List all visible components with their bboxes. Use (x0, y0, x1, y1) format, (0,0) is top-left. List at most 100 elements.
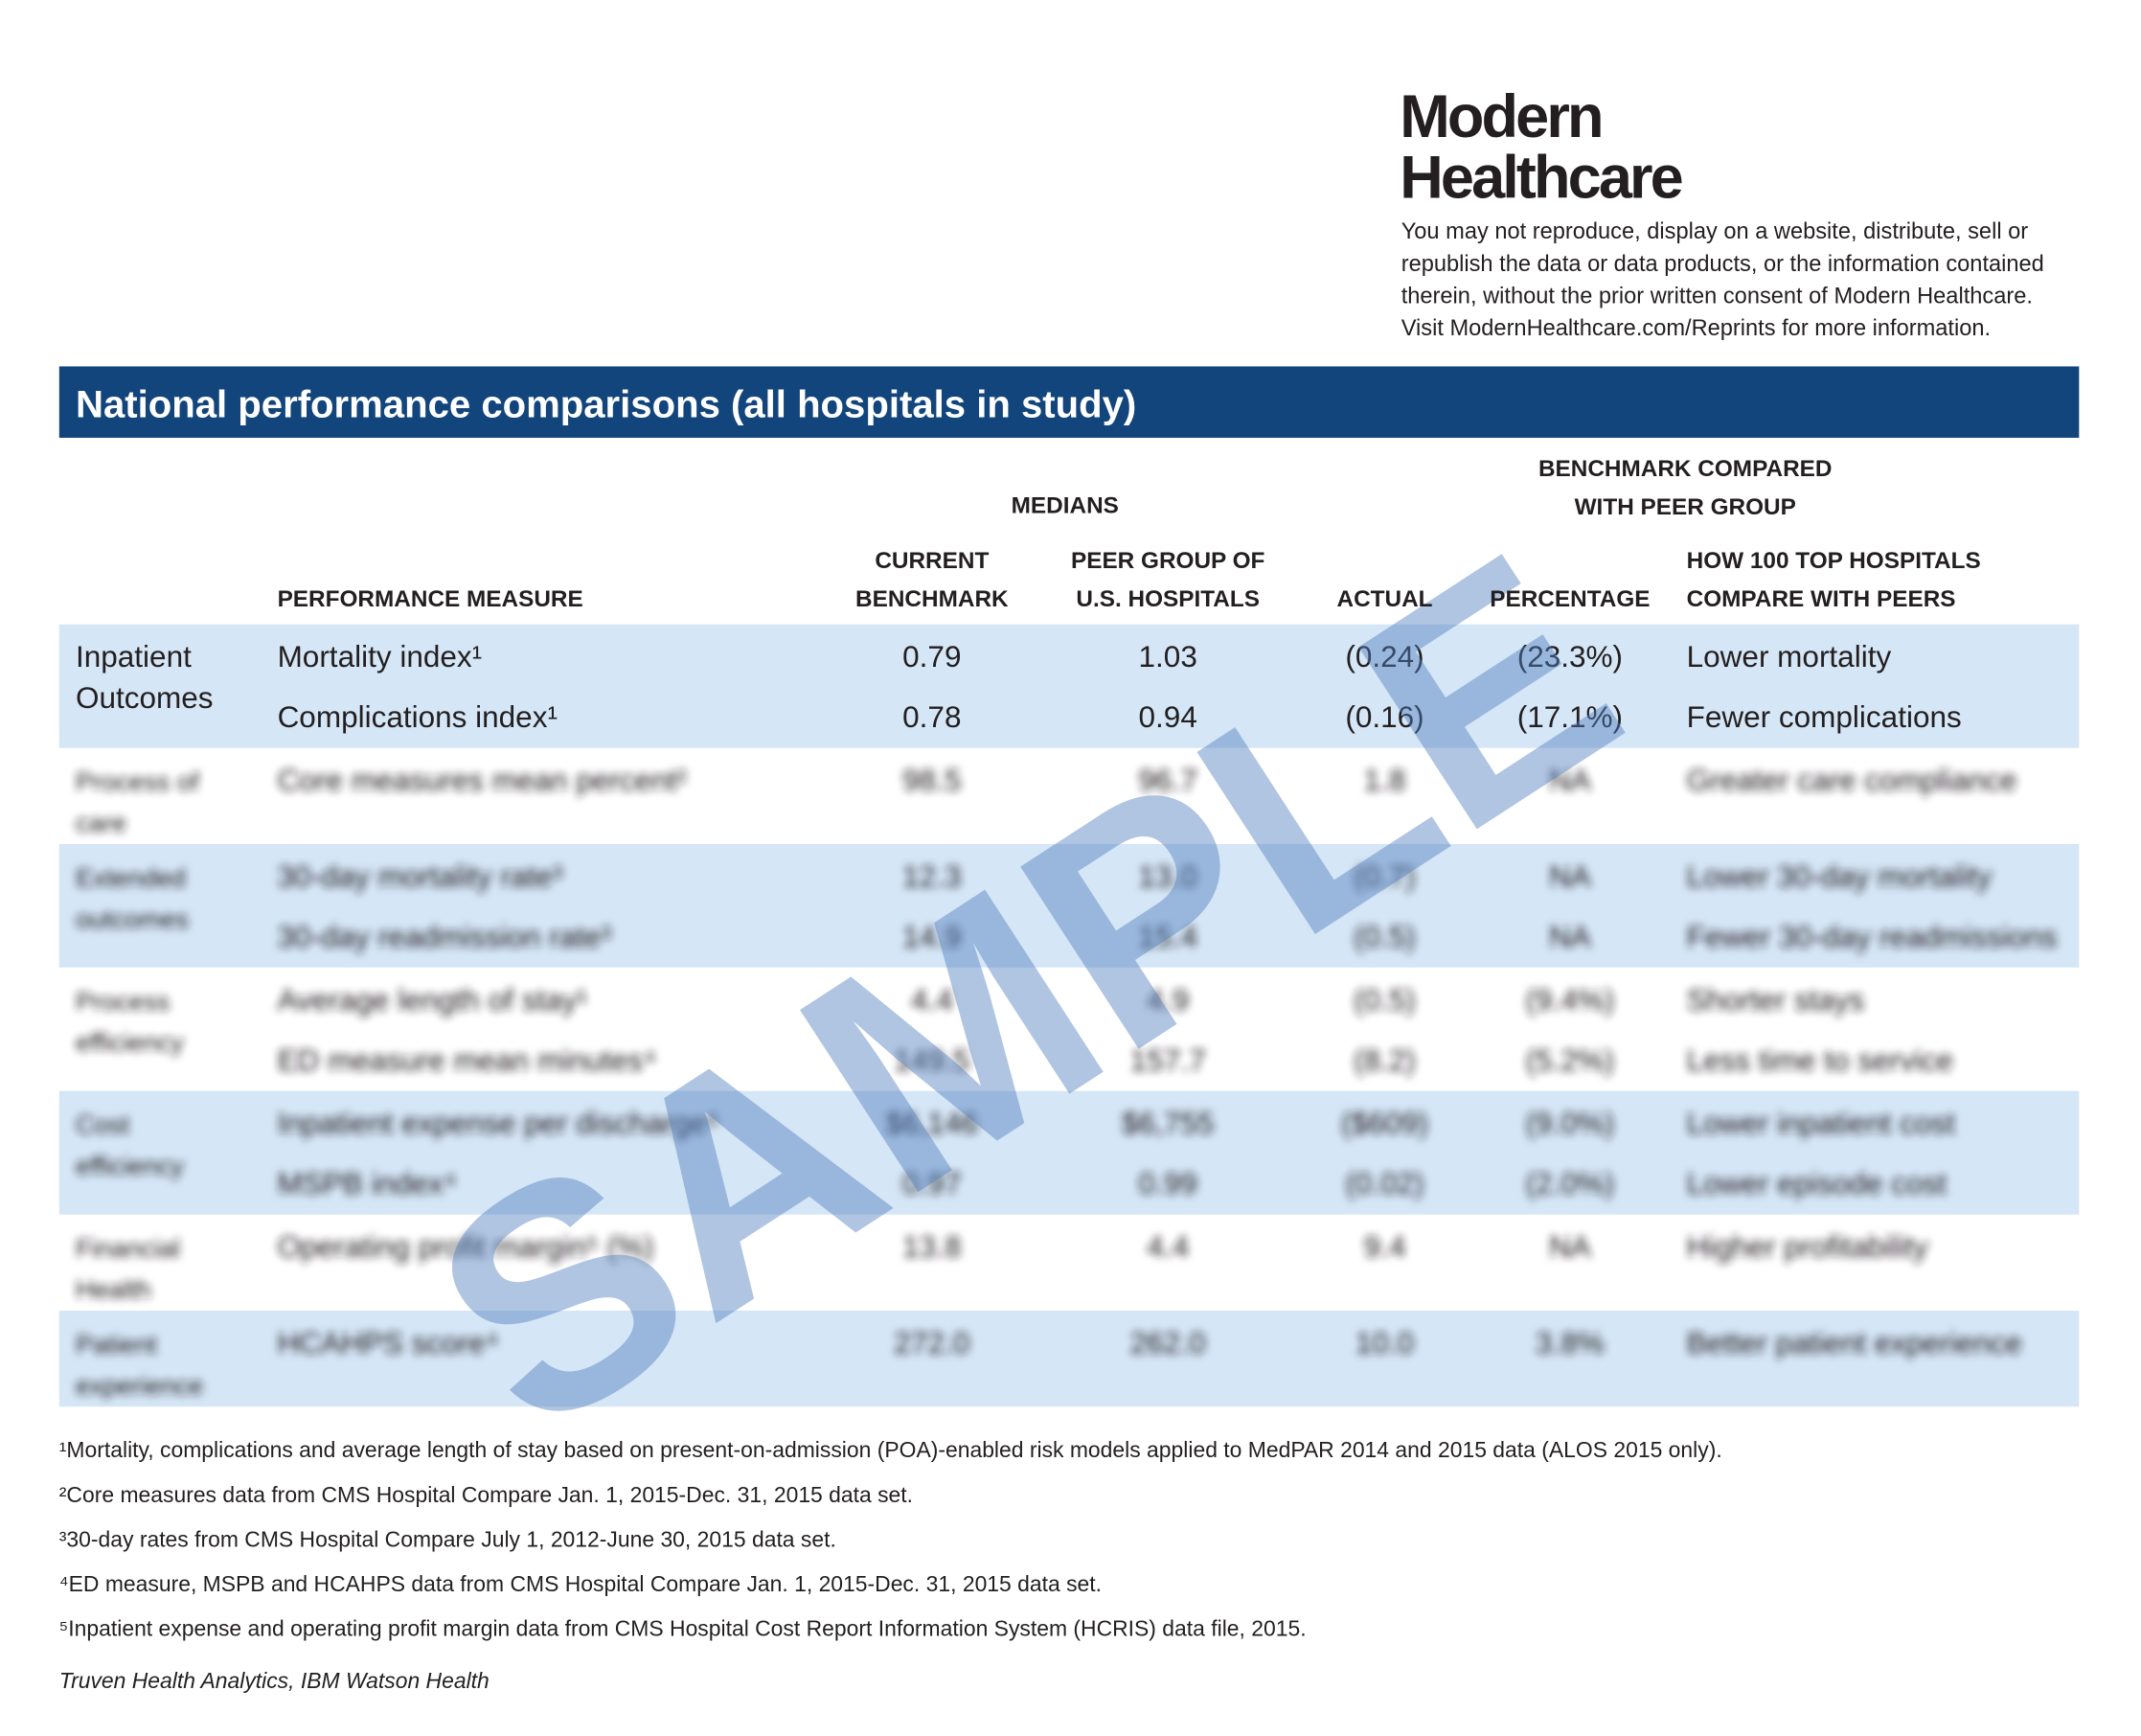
table-cell: (17.1%) (1517, 699, 1623, 734)
table-cell: 98.5 (902, 763, 961, 797)
table-cell: (0.24) (1345, 639, 1424, 674)
table-cell: 4.4 (911, 982, 953, 1016)
group-label: Process of (76, 766, 199, 796)
footnote: ⁴ED measure, MSPB and HCAHPS data from C… (59, 1571, 1102, 1596)
table-cell: (9.4%) (1526, 982, 1615, 1016)
table-cell: 96.7 (1139, 763, 1197, 797)
table-cell: 157.7 (1130, 1042, 1206, 1077)
brand-name: Modern (1400, 83, 1601, 150)
notice-line: therein, without the prior written conse… (1401, 285, 2033, 309)
group-label: Process (76, 986, 170, 1016)
group-label: Inpatient (76, 639, 192, 674)
group-label: experience (76, 1370, 203, 1400)
row-group: Extended outcomes 30-day mortality rate³ 12… (58, 843, 2080, 968)
table-cell: $6,755 (1122, 1106, 1214, 1140)
table-cell: Better patient experience (1687, 1325, 2022, 1359)
table-cell: Average length of stay¹ (278, 982, 587, 1016)
row-group: Financial Health Operating profit margin⁵ … (76, 1229, 1928, 1304)
row-group: Process efficiency Average length of stay¹… (76, 982, 1953, 1077)
table-cell: Lower inpatient cost (1687, 1106, 1955, 1140)
table-cell: (5.2%) (1526, 1042, 1615, 1077)
group-label: efficiency (76, 1027, 184, 1057)
table-cell: Complications index¹ (278, 699, 558, 734)
group-label: Outcomes (76, 680, 214, 715)
table-cell: (9.0%) (1526, 1106, 1615, 1140)
table-cell: $6,146 (886, 1106, 978, 1140)
column-header: PEER GROUP OF (1071, 548, 1264, 574)
table-cell: MSPB index⁴ (278, 1166, 457, 1200)
table-cell: 1.03 (1139, 639, 1197, 674)
table-cell: (0.5) (1354, 919, 1416, 953)
table-cell: (0.16) (1345, 699, 1424, 734)
table-cell: 15.4 (1139, 919, 1197, 953)
table-cell: Operating profit margin⁵ (%) (278, 1229, 654, 1264)
table-cell: NA (1549, 763, 1591, 797)
row-content: Inpatient Outcomes Mortality index¹ 0.79 1.0… (76, 639, 1962, 734)
table-cell: 262.0 (1130, 1325, 1206, 1359)
table-cell: Fewer complications (1687, 699, 1962, 734)
table-cell: 4.9 (1147, 982, 1189, 1016)
table-cell: 0.97 (902, 1166, 961, 1200)
footnote: ⁵Inpatient expense and operating profit … (59, 1615, 1307, 1640)
column-header: BENCHMARK (855, 586, 1009, 612)
table-cell: 12.3 (902, 858, 961, 893)
footnote: ¹Mortality, complications and average le… (59, 1437, 1722, 1462)
row-group: Patient experience HCAHPS score⁴ 272.0 262.0… (58, 1310, 2080, 1407)
table-cell: HCAHPS score⁴ (278, 1325, 499, 1359)
column-header: U.S. HOSPITALS (1076, 586, 1260, 612)
group-label: Extended (76, 862, 186, 892)
row-group: Process of care Core measures mean percent… (76, 763, 2017, 837)
group-label: Financial (76, 1233, 180, 1263)
column-header: PERCENTAGE (1490, 586, 1650, 612)
column-header: HOW 100 TOP HOSPITALS (1687, 548, 1981, 574)
row-shading (58, 1090, 2080, 1215)
group-header: WITH PEER GROUP (1575, 494, 1796, 520)
footnote: ³30-day rates from CMS Hospital Compare … (59, 1526, 836, 1551)
table-cell: Lower episode cost (1687, 1166, 1947, 1200)
table-cell: ED measure mean minutes⁴ (278, 1042, 656, 1077)
source: Truven Health Analytics, IBM Watson Heal… (59, 1668, 490, 1693)
table-title: National performance comparisons (all ho… (76, 383, 1136, 425)
table-cell: (23.3%) (1517, 639, 1623, 674)
row-content: Extended outcomes 30-day mortality rate³ 12… (76, 858, 2058, 953)
table-cell: Lower mortality (1687, 639, 1892, 674)
table-cell: 10.0 (1355, 1325, 1414, 1359)
table-cell: (0.7) (1354, 858, 1416, 893)
row-content: Financial Health Operating profit margin⁵ … (76, 1229, 1928, 1304)
notice-line: republish the data or data products, or … (1401, 252, 2044, 277)
title-bar (58, 366, 2080, 438)
table-cell: (8.2) (1354, 1042, 1416, 1077)
row-shading (58, 624, 2080, 748)
column-header: PERFORMANCE MEASURE (278, 586, 583, 612)
table-cell: 14.9 (902, 919, 961, 953)
group-label: outcomes (76, 903, 189, 933)
table-cell: 1.8 (1364, 763, 1406, 797)
brand-name: Healthcare (1400, 144, 1681, 211)
notice-line: Visit ModernHealthcare.com/Reprints for … (1401, 316, 1991, 341)
column-header: ACTUAL (1336, 586, 1432, 612)
table-cell: 3.8% (1536, 1325, 1605, 1359)
group-label: Health (76, 1274, 151, 1304)
column-header: COMPARE WITH PEERS (1687, 586, 1956, 612)
table-cell: 0.78 (902, 699, 961, 734)
table-cell: Core measures mean percent² (278, 763, 687, 797)
row-content: Process of care Core measures mean percent… (76, 763, 2017, 837)
table-cell: 9.4 (1364, 1229, 1406, 1264)
group-header: BENCHMARK COMPARED (1538, 456, 1833, 482)
table-cell: Higher profitability (1687, 1229, 1928, 1264)
group-label: care (76, 808, 126, 837)
table-cell: NA (1549, 919, 1591, 953)
row-group: Inpatient Outcomes Mortality index¹ 0.79 1.0… (58, 624, 2080, 748)
table-cell: 30-day mortality rate³ (278, 858, 563, 893)
footnote: ²Core measures data from CMS Hospital Co… (59, 1482, 913, 1507)
table-cell: (0.5) (1354, 982, 1416, 1016)
table-cell: 30-day readmission rate³ (278, 919, 611, 953)
row-content: Cost efficiency Inpatient expense per disc… (76, 1106, 1955, 1200)
notice-line: You may not reproduce, display on a webs… (1401, 219, 2029, 244)
table-cell: 0.99 (1139, 1166, 1197, 1200)
table-cell: 13.0 (1139, 858, 1197, 893)
table-cell: Lower 30-day mortality (1687, 858, 1993, 893)
table-cell: Mortality index¹ (278, 639, 483, 674)
